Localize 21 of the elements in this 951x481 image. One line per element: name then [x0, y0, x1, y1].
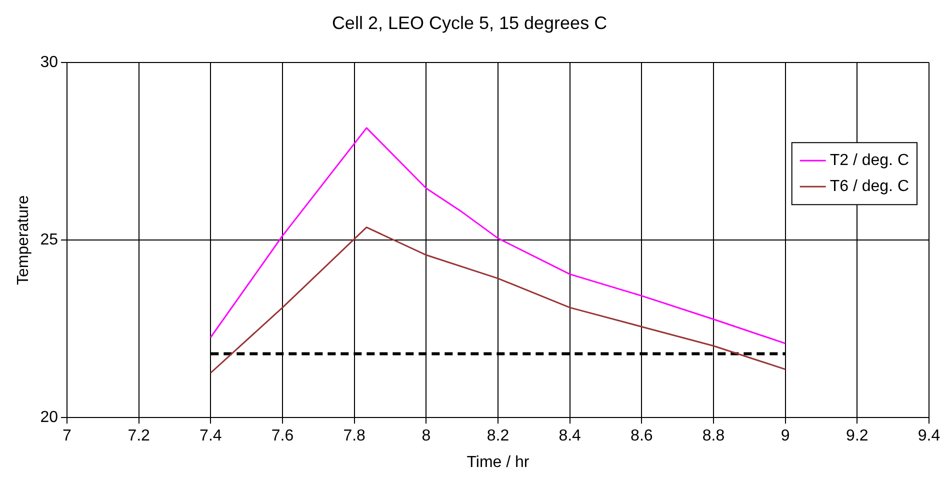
y-tick-label: 20 [40, 409, 58, 426]
legend-label: T2 / deg. C [830, 152, 910, 170]
x-tick-label: 7 [62, 428, 72, 445]
y-tick-label: 25 [40, 232, 58, 249]
x-tick-label: 7.6 [271, 428, 294, 445]
y-axis-title: Temperature [15, 195, 32, 286]
x-tick-label: 8.2 [486, 428, 510, 445]
x-tick-label: 8 [422, 428, 431, 445]
chart-title: Cell 2, LEO Cycle 5, 15 degrees C [332, 12, 608, 33]
x-tick-label: 9.4 [918, 428, 940, 445]
x-tick-label: 7.8 [343, 428, 366, 445]
legend-label: T6 / deg. C [830, 178, 910, 196]
x-tick-label: 9.2 [846, 428, 868, 445]
x-tick-label: 7.4 [200, 428, 222, 445]
x-tick-label: 8.4 [558, 428, 582, 445]
x-tick-label: 8.8 [702, 428, 725, 445]
x-axis-title: Time / hr [466, 454, 530, 471]
x-tick-label: 7.2 [128, 428, 150, 445]
x-tick-label: 9 [780, 428, 790, 445]
x-tick-label: 8.6 [630, 428, 653, 445]
y-tick-label: 30 [40, 54, 58, 72]
